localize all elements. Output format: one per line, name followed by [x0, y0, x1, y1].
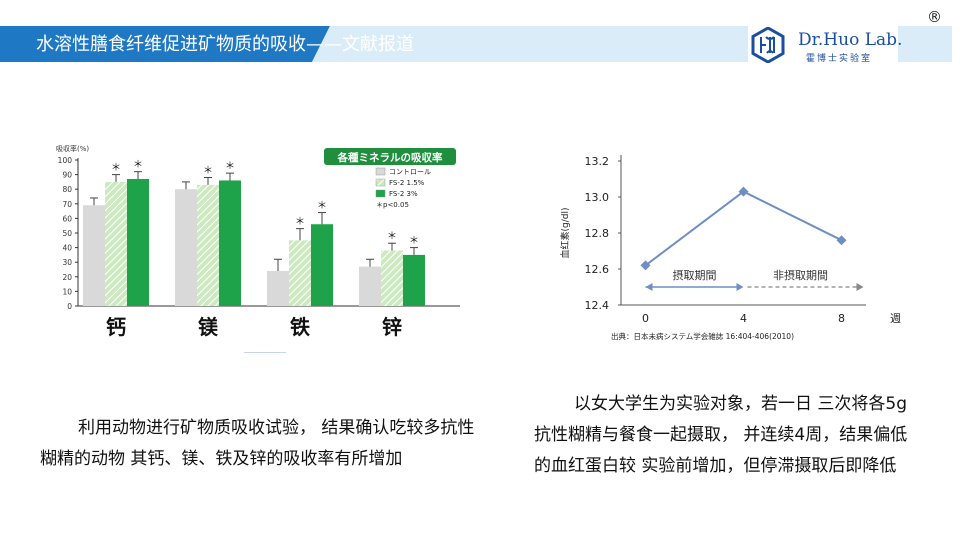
- y-axis-label: 血红素(g/dl): [559, 208, 571, 259]
- legend-swatch: [375, 178, 386, 187]
- y-axis-label: 吸収率(%): [56, 144, 89, 153]
- chart-source: 出典：日本未病システム学会雑誌 16:404-406(2010): [611, 331, 794, 341]
- left-description: 利用动物进行矿物质吸收试验， 结果确认吃较多抗性糊精的动物 其钙、镁、铁及锌的吸…: [40, 418, 475, 469]
- y-tick-label: 100: [58, 156, 73, 165]
- y-tick-label: 90: [62, 171, 72, 180]
- category-label: 铁: [290, 315, 310, 339]
- chart-title-box: [324, 148, 456, 165]
- y-tick-label: 40: [62, 244, 72, 253]
- bar: [381, 250, 403, 306]
- category-label: 锌: [382, 315, 402, 339]
- legend-label: コントロール: [389, 168, 431, 176]
- y-tick-label: 12.8: [585, 227, 610, 240]
- x-tick-label: 4: [740, 312, 747, 325]
- logo: [748, 26, 898, 64]
- category-label: 钙: [106, 315, 126, 339]
- intake-period-label: 摂取期間: [673, 268, 717, 282]
- category-label: 镁: [198, 315, 218, 339]
- bar: [403, 254, 425, 306]
- logo-icon: [751, 27, 785, 63]
- y-tick-label: 13.0: [585, 191, 610, 204]
- y-tick-label: 12.4: [585, 299, 610, 312]
- bar: [175, 189, 197, 306]
- y-tick-label: 80: [62, 185, 72, 194]
- y-tick-label: 60: [62, 214, 72, 223]
- y-tick-label: 13.2: [585, 155, 610, 168]
- x-tick-label: 0: [642, 312, 649, 325]
- significance-marker: ＊: [225, 161, 235, 172]
- y-tick-label: 20: [62, 273, 72, 282]
- y-tick-label: 0: [67, 302, 72, 311]
- x-axis-label: 週: [890, 312, 901, 325]
- significance-marker: ＊: [409, 236, 419, 247]
- significance-note: ＊p<0.05: [376, 201, 409, 209]
- data-point: [836, 235, 847, 246]
- bar: [197, 184, 219, 306]
- data-point: [640, 260, 651, 271]
- y-tick-label: 50: [62, 229, 72, 238]
- bar: [83, 205, 105, 306]
- x-tick-label: 8: [838, 312, 845, 325]
- y-tick-label: 70: [62, 200, 72, 209]
- logo-subtitle: 霍博士实验室: [806, 54, 873, 64]
- chart-divider: [244, 352, 286, 353]
- significance-marker: ＊: [111, 163, 121, 174]
- header-band: 水溶性膳食纤维促进矿物质的吸收——文献报道 Dr.Huo Lab. 霍博士实验室: [0, 26, 960, 64]
- arrow-head: [856, 283, 864, 291]
- bar: [267, 270, 289, 306]
- page-title: 水溶性膳食纤维促进矿物质的吸收——文献报道: [36, 34, 414, 55]
- legend-swatch: [375, 189, 386, 198]
- right-description: 以女大学生为实验对象，若一日 三次将各5g抗性糊精与餐食一起摄取， 并连续4周，…: [534, 394, 908, 476]
- significance-marker: ＊: [317, 201, 327, 212]
- significance-marker: ＊: [203, 166, 213, 177]
- bar: [359, 266, 381, 306]
- bar: [127, 178, 149, 306]
- arrow-head: [645, 283, 653, 291]
- registered-mark: ®: [927, 8, 942, 26]
- y-tick-label: 12.6: [585, 263, 610, 276]
- legend-swatch: [375, 167, 386, 176]
- hemoglobin-line-chart: 12.4 12.6 12.8 13.0 13.2 0 4 8 週 血红素(g/dl) 摂取期間 非摂…: [546, 146, 916, 346]
- y-tick-label: 10: [62, 287, 72, 296]
- bar: [289, 240, 311, 306]
- legend-label: FS-2 3%: [389, 190, 418, 198]
- significance-marker: ＊: [133, 160, 143, 171]
- bar: [311, 224, 333, 306]
- data-point: [738, 186, 749, 197]
- non-intake-period-label: 非摂取期間: [773, 268, 828, 282]
- significance-marker: ＊: [387, 231, 397, 242]
- chart-title: 各種ミネラルの吸収率: [337, 151, 443, 164]
- legend-label: FS-2 1.5%: [389, 179, 425, 187]
- logo-text: Dr.Huo Lab.: [798, 30, 903, 50]
- arrow-head: [736, 283, 744, 291]
- bar: [219, 180, 241, 306]
- bar: [105, 181, 127, 306]
- mineral-absorption-bar-chart: 0 10 20 30 40 50 60 70 80 90 100 ＊ ＊ 钙 ＊ ＊ 镁 ＊ ＊ 铁 ＊ ＊ 锌 コントロー…: [48, 140, 468, 360]
- significance-marker: ＊: [295, 217, 305, 228]
- y-tick-label: 30: [62, 258, 72, 267]
- header-accent: [0, 26, 330, 62]
